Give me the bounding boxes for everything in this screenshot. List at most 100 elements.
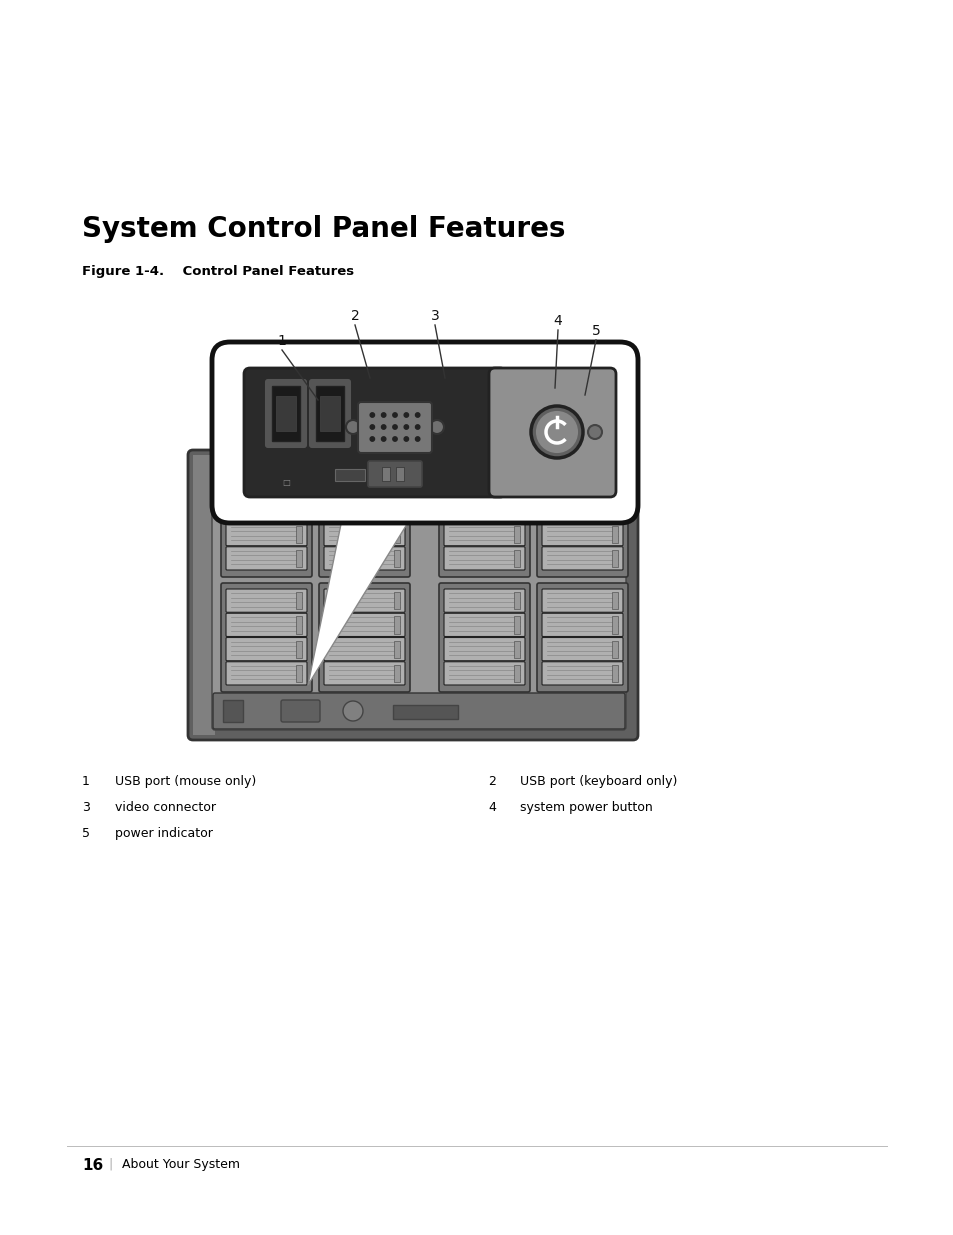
Bar xyxy=(612,592,618,609)
FancyBboxPatch shape xyxy=(324,547,405,571)
Circle shape xyxy=(393,412,396,417)
Bar xyxy=(275,396,295,431)
Bar xyxy=(295,616,302,634)
Bar xyxy=(295,501,302,519)
Circle shape xyxy=(370,412,375,417)
Circle shape xyxy=(404,425,408,430)
Text: 5: 5 xyxy=(82,827,90,840)
FancyBboxPatch shape xyxy=(226,547,307,571)
FancyBboxPatch shape xyxy=(193,454,214,735)
FancyBboxPatch shape xyxy=(226,614,307,636)
Text: 2: 2 xyxy=(351,309,359,324)
Text: 4: 4 xyxy=(553,314,561,329)
FancyBboxPatch shape xyxy=(324,614,405,636)
FancyBboxPatch shape xyxy=(324,522,405,546)
Circle shape xyxy=(393,425,396,430)
FancyBboxPatch shape xyxy=(324,662,405,685)
Bar xyxy=(394,641,399,658)
FancyBboxPatch shape xyxy=(221,468,312,577)
FancyBboxPatch shape xyxy=(318,468,410,577)
FancyBboxPatch shape xyxy=(541,614,622,636)
FancyBboxPatch shape xyxy=(541,522,622,546)
Bar xyxy=(394,664,399,682)
FancyBboxPatch shape xyxy=(489,368,616,496)
Circle shape xyxy=(415,425,419,430)
Text: 3: 3 xyxy=(430,309,439,324)
Bar xyxy=(514,550,519,567)
Bar xyxy=(295,550,302,567)
FancyBboxPatch shape xyxy=(244,368,505,496)
FancyBboxPatch shape xyxy=(443,547,524,571)
FancyBboxPatch shape xyxy=(310,380,350,447)
Text: USB port (mouse only): USB port (mouse only) xyxy=(115,776,256,788)
FancyBboxPatch shape xyxy=(226,589,307,613)
Circle shape xyxy=(537,412,577,452)
Text: power indicator: power indicator xyxy=(115,827,213,840)
Bar xyxy=(295,526,302,542)
Text: 1: 1 xyxy=(82,776,90,788)
FancyBboxPatch shape xyxy=(443,498,524,521)
Bar xyxy=(612,550,618,567)
Bar xyxy=(295,592,302,609)
Bar xyxy=(295,664,302,682)
Bar xyxy=(514,592,519,609)
Bar xyxy=(612,526,618,542)
Bar xyxy=(394,592,399,609)
FancyBboxPatch shape xyxy=(212,342,638,522)
Bar xyxy=(612,641,618,658)
Bar xyxy=(612,664,618,682)
FancyBboxPatch shape xyxy=(443,522,524,546)
Bar xyxy=(295,477,302,494)
Text: 16: 16 xyxy=(82,1158,103,1173)
FancyBboxPatch shape xyxy=(541,474,622,498)
FancyBboxPatch shape xyxy=(357,403,432,453)
Text: USB port (keyboard only): USB port (keyboard only) xyxy=(519,776,677,788)
Bar xyxy=(295,641,302,658)
FancyBboxPatch shape xyxy=(318,583,410,692)
FancyBboxPatch shape xyxy=(226,474,307,498)
FancyBboxPatch shape xyxy=(443,614,524,636)
FancyBboxPatch shape xyxy=(212,459,625,730)
FancyBboxPatch shape xyxy=(541,547,622,571)
FancyBboxPatch shape xyxy=(226,662,307,685)
FancyBboxPatch shape xyxy=(443,474,524,498)
FancyBboxPatch shape xyxy=(324,474,405,498)
Bar xyxy=(612,501,618,519)
FancyBboxPatch shape xyxy=(324,589,405,613)
Bar xyxy=(272,387,299,441)
Bar xyxy=(514,477,519,494)
FancyBboxPatch shape xyxy=(443,662,524,685)
Bar xyxy=(395,467,403,480)
Text: □: □ xyxy=(282,478,290,488)
Text: 4: 4 xyxy=(488,802,496,814)
FancyBboxPatch shape xyxy=(226,637,307,661)
Bar xyxy=(394,616,399,634)
Circle shape xyxy=(430,420,443,433)
FancyBboxPatch shape xyxy=(537,583,627,692)
Text: 5: 5 xyxy=(591,324,599,338)
Bar xyxy=(394,550,399,567)
Circle shape xyxy=(393,437,396,441)
Bar xyxy=(394,501,399,519)
FancyBboxPatch shape xyxy=(541,589,622,613)
Bar xyxy=(612,477,618,494)
Text: Figure 1-4.    Control Panel Features: Figure 1-4. Control Panel Features xyxy=(82,266,354,278)
Bar xyxy=(514,501,519,519)
Text: 2: 2 xyxy=(488,776,496,788)
FancyBboxPatch shape xyxy=(221,583,312,692)
FancyBboxPatch shape xyxy=(541,662,622,685)
Bar xyxy=(319,396,339,431)
FancyBboxPatch shape xyxy=(537,468,627,577)
Text: |: | xyxy=(108,1158,112,1171)
Bar xyxy=(394,477,399,494)
FancyBboxPatch shape xyxy=(368,461,421,487)
Text: System Control Panel Features: System Control Panel Features xyxy=(82,215,565,243)
Bar xyxy=(335,469,365,480)
Text: video connector: video connector xyxy=(115,802,215,814)
Bar xyxy=(315,387,344,441)
FancyBboxPatch shape xyxy=(443,637,524,661)
Circle shape xyxy=(415,412,419,417)
Circle shape xyxy=(404,412,408,417)
Bar xyxy=(514,641,519,658)
FancyBboxPatch shape xyxy=(213,693,624,729)
